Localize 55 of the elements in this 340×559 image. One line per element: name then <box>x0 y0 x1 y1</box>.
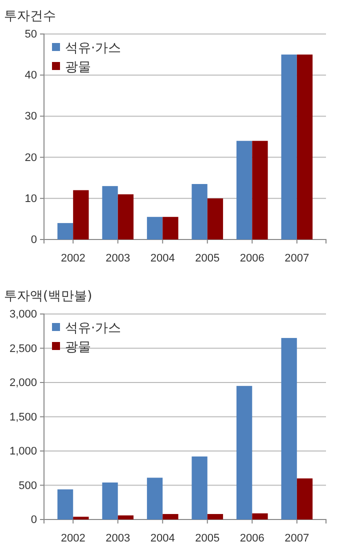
bar <box>281 54 297 240</box>
legend-label: 광물 <box>65 340 91 354</box>
y-tick-label: 2,500 <box>9 342 37 354</box>
bar <box>192 184 208 240</box>
y-tick-label: 500 <box>18 479 37 492</box>
x-tick-label: 2007 <box>284 532 310 544</box>
y-tick-label: 50 <box>24 28 37 41</box>
x-tick-label: 2004 <box>150 532 175 544</box>
bar <box>73 190 89 240</box>
bar <box>192 456 208 519</box>
bar <box>102 186 118 240</box>
x-tick-label: 2002 <box>60 252 86 264</box>
bar <box>252 512 268 519</box>
bar <box>102 482 118 519</box>
bar <box>73 516 89 519</box>
chart-title: 투자건수 <box>4 9 56 24</box>
bar <box>252 140 268 240</box>
x-tick-label: 2006 <box>240 252 264 264</box>
x-tick-label: 2003 <box>106 252 130 264</box>
x-tick-label: 2004 <box>150 252 175 264</box>
y-tick-label: 10 <box>24 192 37 205</box>
y-tick-label: 1,000 <box>9 445 37 458</box>
x-tick-label: 2006 <box>240 532 264 544</box>
bar <box>281 337 297 519</box>
bar <box>146 477 163 519</box>
x-tick-label: 2007 <box>284 252 310 264</box>
y-tick-label: 2,000 <box>9 376 37 389</box>
bar <box>57 488 74 519</box>
bar <box>162 216 178 240</box>
x-tick-label: 2002 <box>60 532 86 544</box>
y-tick-label: 0 <box>30 234 37 246</box>
bar <box>236 385 252 519</box>
y-tick-label: 30 <box>24 110 37 123</box>
chart-title: 투자액(백만불) <box>4 288 92 304</box>
y-tick-label: 3,000 <box>9 308 37 320</box>
bar <box>207 514 224 519</box>
y-tick-label: 0 <box>30 514 37 526</box>
x-tick-label: 2005 <box>195 252 220 264</box>
legend-label: 석유·가스 <box>65 320 122 336</box>
bar <box>57 223 74 240</box>
legend-label: 광물 <box>65 60 91 75</box>
bar <box>146 216 163 240</box>
legend-label: 석유·가스 <box>65 41 122 56</box>
y-tick-label: 1,500 <box>9 410 37 423</box>
y-tick-label: 40 <box>24 70 37 82</box>
x-tick-label: 2003 <box>106 532 130 544</box>
bar <box>296 478 313 519</box>
bar <box>118 194 134 240</box>
bar <box>207 198 224 240</box>
x-tick-label: 2005 <box>195 532 220 544</box>
bar <box>162 514 178 519</box>
bar <box>296 54 313 240</box>
bar <box>236 140 252 240</box>
bar <box>118 514 134 519</box>
y-tick-label: 20 <box>24 152 37 164</box>
